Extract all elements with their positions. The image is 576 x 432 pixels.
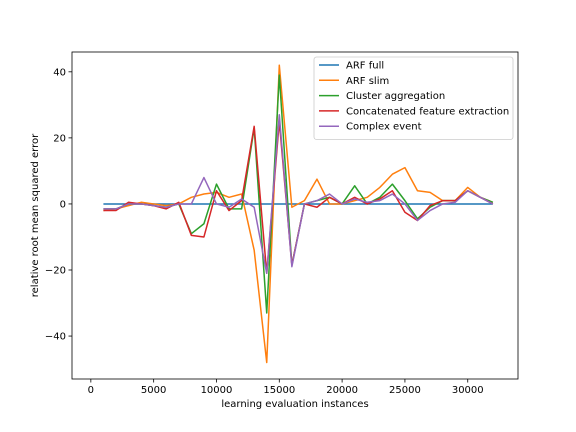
legend-entry-label: ARF slim (346, 76, 389, 87)
legend: ARF full ARF slim Cluster aggregation Conca… (313, 56, 514, 140)
x-axis-label: learning evaluation instances (221, 399, 368, 410)
legend-entry-label: ARF full (346, 61, 384, 72)
x-tick-label: 25000 (389, 385, 421, 396)
legend-entry-label: Concatenated feature extraction (346, 106, 509, 117)
series-line-2 (103, 64, 494, 364)
series-line-5 (103, 114, 494, 275)
legend-entry-label: Complex event (346, 122, 422, 133)
legend-entry-label: Cluster aggregation (346, 91, 445, 102)
y-tick-label: −20 (45, 266, 66, 277)
x-tick-label: 15000 (263, 385, 295, 396)
x-axis-ticks: 0 5000 10000 15000 20000 25000 30000 (88, 379, 484, 396)
axes-spines (71, 51, 519, 380)
legend-box (313, 56, 514, 140)
y-tick-label: 20 (53, 133, 66, 144)
x-tick-label: 5000 (141, 385, 166, 396)
y-axis-ticks: −40 −20 0 20 40 (45, 67, 72, 343)
x-tick-label: 0 (88, 385, 94, 396)
axes-frame (71, 51, 519, 380)
y-axis-label: relative root mean squared error (30, 133, 41, 297)
x-tick-label: 20000 (326, 385, 358, 396)
x-tick-label: 30000 (452, 385, 484, 396)
y-tick-label: −40 (45, 332, 66, 343)
y-tick-label: 0 (60, 199, 66, 210)
x-tick-label: 10000 (201, 385, 233, 396)
series-layer (103, 64, 494, 364)
y-tick-label: 40 (53, 67, 66, 78)
